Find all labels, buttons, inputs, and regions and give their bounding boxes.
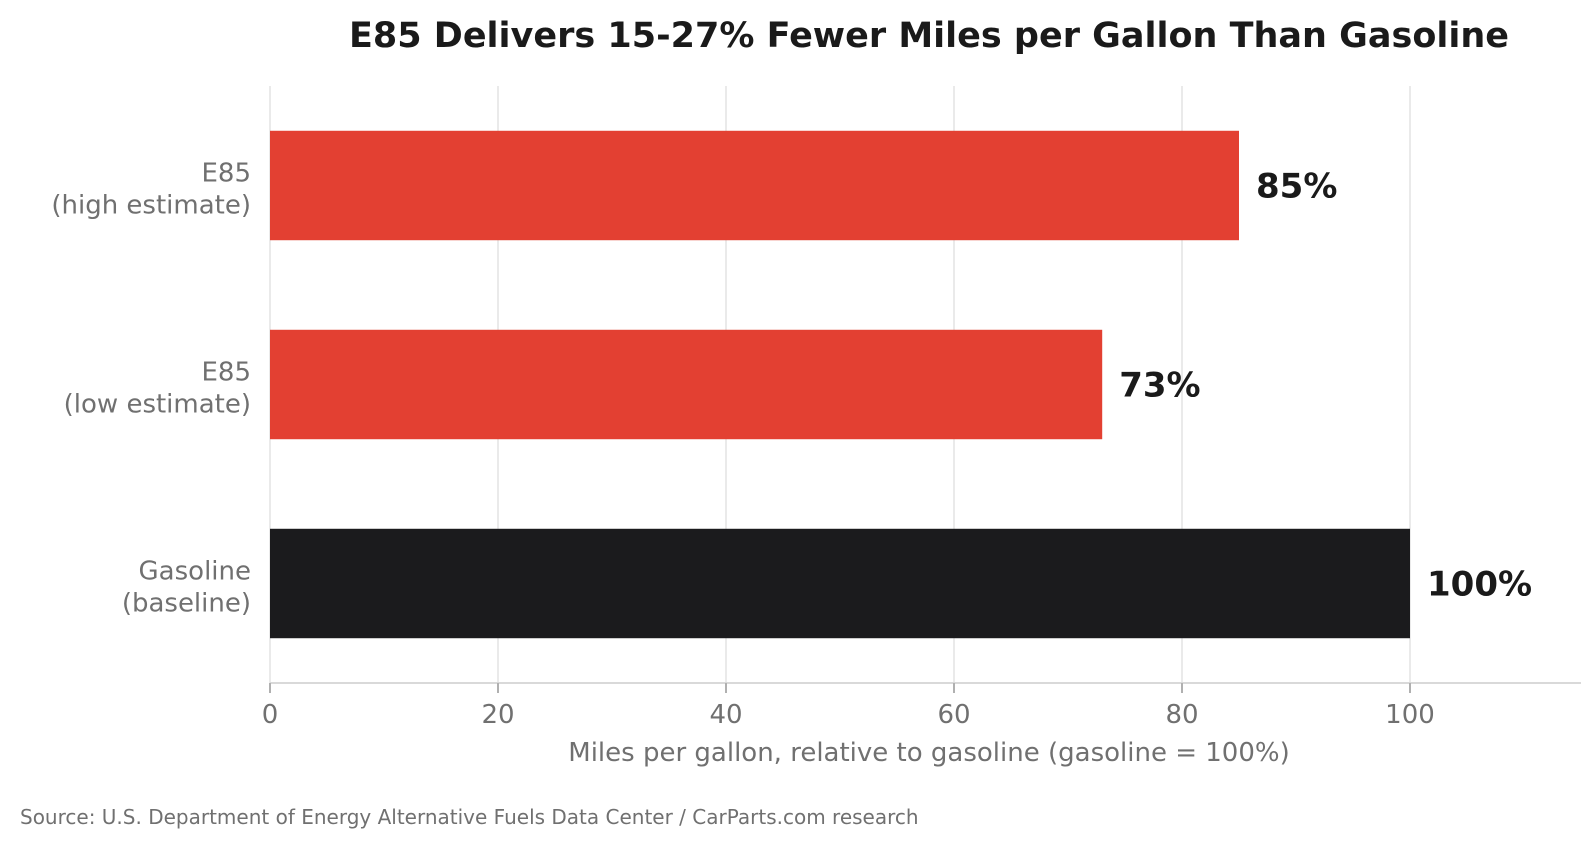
category-label-2-line1: Gasoline (139, 557, 251, 587)
x-tick-label-0: 0 (262, 700, 279, 730)
bar-0 (270, 130, 1239, 241)
source-note: Source: U.S. Department of Energy Altern… (20, 805, 919, 829)
value-label-2: 100% (1427, 565, 1532, 605)
bar-1 (270, 329, 1103, 440)
x-axis-ticks: 0 20 40 60 80 100 (262, 683, 1435, 730)
value-label-1: 73% (1119, 366, 1200, 406)
x-tick-label-4: 80 (1165, 700, 1198, 730)
x-tick-label-3: 60 (937, 700, 970, 730)
x-axis-label: Miles per gallon, relative to gasoline (… (568, 738, 1289, 768)
value-label-group: 85% 73% 100% (1119, 167, 1532, 605)
category-label-0-line2: (high estimate) (51, 191, 251, 221)
bar-2 (270, 528, 1410, 639)
category-label-group: E85(high estimate)E85(low estimate)Gasol… (51, 159, 251, 619)
category-label-2-line2: (baseline) (122, 589, 251, 619)
bar-group (270, 130, 1410, 639)
category-label-1-line1: E85 (201, 358, 251, 388)
chart-title: E85 Delivers 15-27% Fewer Miles per Gall… (349, 16, 1509, 56)
category-label-0-line1: E85 (201, 159, 251, 189)
x-tick-label-2: 40 (709, 700, 742, 730)
category-label-1-line2: (low estimate) (64, 390, 251, 420)
x-tick-label-1: 20 (481, 700, 514, 730)
value-label-0: 85% (1256, 167, 1337, 207)
x-tick-label-5: 100 (1385, 700, 1435, 730)
